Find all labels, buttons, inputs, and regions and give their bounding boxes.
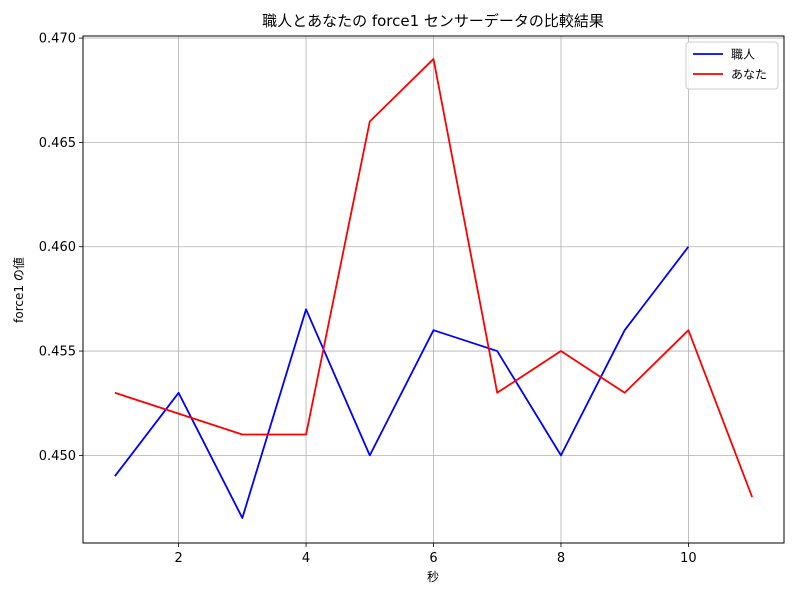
x-axis-label: 秒 xyxy=(427,570,439,584)
y-tick-label: 0.450 xyxy=(39,449,76,464)
legend-label: あなた xyxy=(731,68,767,82)
y-tick-label: 0.470 xyxy=(39,32,76,47)
series-line-1 xyxy=(114,246,690,519)
x-tick-label: 4 xyxy=(302,551,310,566)
x-tick-label: 8 xyxy=(557,551,565,566)
y-tick-label: 0.465 xyxy=(39,136,76,151)
ticks: 2 4 6 8 10 0.450 0.455 0.460 0.465 0.470 xyxy=(39,32,697,566)
x-tick-label: 6 xyxy=(429,551,437,566)
series-layer xyxy=(114,58,753,519)
series-line-2 xyxy=(114,58,753,498)
legend-label: 職人 xyxy=(731,48,755,62)
x-tick-label: 10 xyxy=(680,551,697,566)
grid xyxy=(83,36,784,543)
y-axis-label: force1 の値 xyxy=(11,257,26,323)
y-tick-label: 0.455 xyxy=(39,345,76,360)
y-tick-label: 0.460 xyxy=(39,240,76,255)
chart-title: 職人とあなたの force1 センサーデータの比較結果 xyxy=(262,12,604,30)
x-tick-label: 2 xyxy=(174,551,182,566)
